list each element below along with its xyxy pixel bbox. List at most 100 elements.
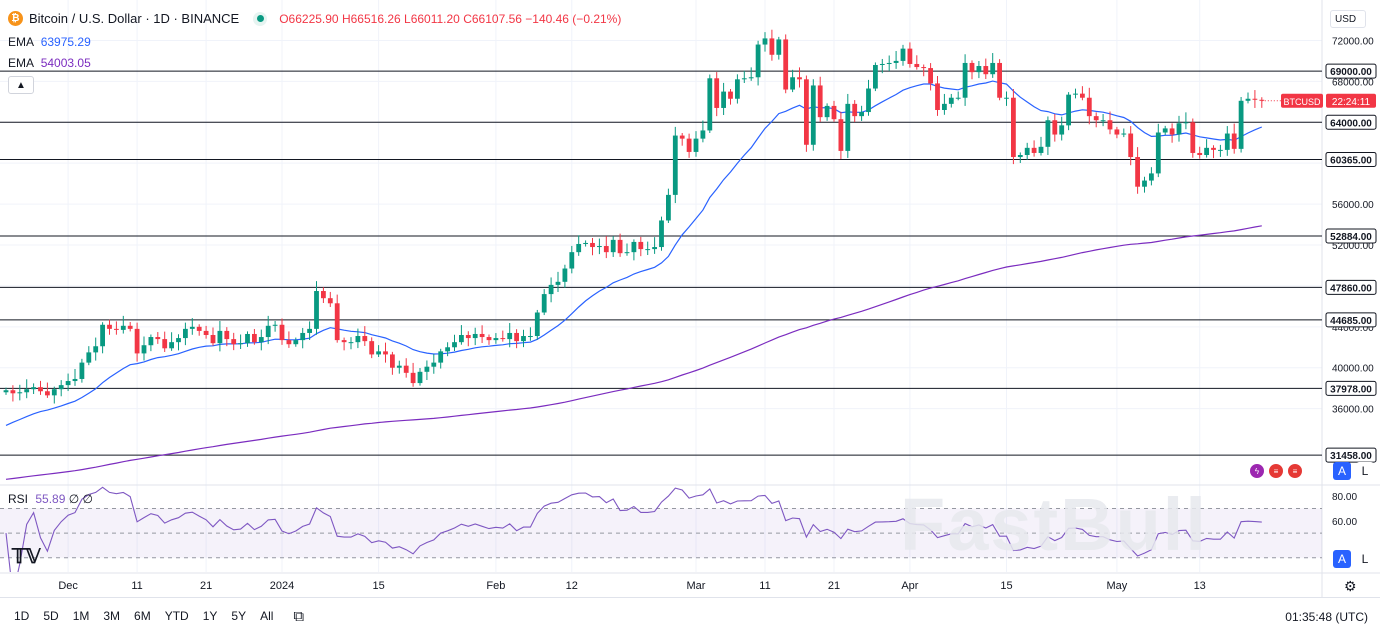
candle-body — [562, 268, 568, 282]
timeframe-ytd[interactable]: YTD — [164, 609, 189, 623]
candle-body — [638, 241, 644, 250]
level-label: 44685.00 — [1330, 316, 1372, 327]
candle-body — [741, 78, 747, 80]
level-tag — [1325, 279, 1377, 295]
candle-body — [1259, 99, 1265, 101]
candle-body — [928, 68, 933, 84]
candle-body — [210, 335, 216, 344]
candle-body — [245, 333, 250, 344]
candle-body — [810, 85, 816, 145]
candle-body — [500, 338, 506, 340]
candle-body — [465, 335, 471, 339]
market-open-icon — [253, 11, 268, 26]
symbol-tag-label: BTCUSD — [1283, 97, 1321, 107]
currency-selector[interactable]: USD — [1330, 10, 1366, 28]
candle-body — [272, 324, 278, 326]
timeframe-1d[interactable]: 1D — [14, 609, 30, 623]
candle-body — [183, 328, 188, 339]
gear-icon[interactable]: ⚙ — [1344, 578, 1357, 594]
level-tag — [1325, 228, 1377, 244]
timeframe-3m[interactable]: 3M — [103, 609, 121, 623]
log-scale-button-rsi[interactable]: L — [1356, 550, 1374, 568]
x-tick-label: 2024 — [270, 580, 294, 592]
candle-body — [1211, 147, 1216, 150]
auto-scale-button-rsi[interactable]: A — [1333, 550, 1351, 568]
candle-body — [1128, 133, 1134, 158]
ema-fast-value: 63975.29 — [40, 35, 91, 49]
candle-body — [1183, 122, 1189, 124]
event-badges[interactable]: ϟ ≡ ≡ — [1248, 462, 1304, 480]
timeframe-1m[interactable]: 1M — [72, 609, 90, 623]
ema-fast-legend[interactable]: EMA 63975.29 — [8, 35, 91, 49]
candle-body — [1086, 97, 1092, 117]
ema-fast-label: EMA — [8, 35, 34, 49]
candle-body — [1252, 98, 1258, 100]
x-tick-label: 15 — [1000, 580, 1012, 592]
candle-body — [493, 338, 499, 341]
symbol-title: Bitcoin / U.S. Dollar · 1D · BINANCE — [29, 11, 240, 26]
ema-fast-line — [5, 80, 1263, 426]
tradingview-logo-icon[interactable]: 𝕋𝕍 — [12, 546, 41, 568]
lightning-icon[interactable]: ϟ — [1248, 462, 1266, 480]
candle-body — [1059, 125, 1065, 135]
rsi-tick-label: 80.00 — [1332, 492, 1357, 503]
candle-body — [238, 343, 243, 345]
candle-body — [1142, 180, 1147, 187]
candle-body — [804, 79, 809, 145]
timeframe-5y[interactable]: 5Y — [231, 609, 247, 623]
timeframe-5d[interactable]: 5D — [43, 609, 59, 623]
candle-body — [107, 324, 112, 329]
candle-body — [10, 390, 16, 394]
utc-clock[interactable]: 01:35:48 (UTC) — [1285, 610, 1368, 624]
y-tick-label: 72000.00 — [1332, 36, 1374, 47]
timeframe-all[interactable]: All — [260, 609, 274, 623]
us-flag-icon[interactable]: ≡ — [1267, 462, 1285, 480]
us-flag-icon[interactable]: ≡ — [1286, 462, 1304, 480]
candle-body — [1135, 157, 1140, 187]
candle-body — [1093, 116, 1099, 121]
candle-body — [390, 354, 395, 368]
candle-body — [714, 78, 720, 108]
candle-body — [1066, 94, 1071, 126]
log-scale-button-main[interactable]: L — [1356, 462, 1374, 480]
high-value: H66516.26 — [341, 11, 401, 26]
level-tag — [1325, 63, 1377, 79]
candle-body — [72, 378, 78, 382]
y-tick-label: 40000.00 — [1332, 364, 1374, 375]
date-range-icon[interactable]: ⧉ — [293, 607, 305, 625]
candle-body — [845, 103, 851, 151]
ohlc-readout: O66225.90 H66516.26 L66011.20 C66107.56 … — [279, 12, 621, 26]
candle-body — [196, 326, 202, 331]
candle-body — [1004, 97, 1009, 99]
candle-body — [217, 330, 223, 344]
candle-body — [831, 105, 837, 120]
candle-body — [1038, 146, 1044, 153]
candle-body — [507, 332, 513, 340]
candle-body — [410, 372, 416, 384]
candle-body — [935, 83, 940, 110]
collapse-legend-button[interactable]: ▲ — [8, 76, 34, 94]
candle-body — [1052, 120, 1058, 135]
level-tag — [1325, 312, 1377, 328]
candle-body — [603, 246, 609, 253]
rsi-legend[interactable]: RSI 55.89 ∅ ∅ — [8, 492, 93, 506]
timeframe-1y[interactable]: 1Y — [202, 609, 218, 623]
level-tag — [1325, 151, 1377, 167]
candle-body — [17, 392, 23, 394]
fastbull-watermark: FastBull — [900, 483, 1208, 566]
candle-body — [686, 138, 692, 152]
timeframe-6m[interactable]: 6M — [134, 609, 151, 623]
candle-body — [1224, 133, 1230, 150]
y-tick-label: 36000.00 — [1332, 405, 1374, 416]
auto-scale-button-main[interactable]: A — [1333, 462, 1351, 480]
candle-body — [79, 362, 85, 379]
price-chart[interactable]: 36000.0040000.0044000.0048000.0052000.00… — [0, 0, 1380, 597]
candle-body — [38, 387, 43, 392]
candle-body — [997, 62, 1002, 98]
ema-slow-legend[interactable]: EMA 54003.05 — [8, 56, 91, 70]
candle-body — [176, 338, 181, 343]
candle-body — [472, 333, 478, 339]
rsi-line — [5, 486, 1262, 572]
candle-body — [300, 332, 306, 341]
level-tag — [1325, 380, 1377, 396]
